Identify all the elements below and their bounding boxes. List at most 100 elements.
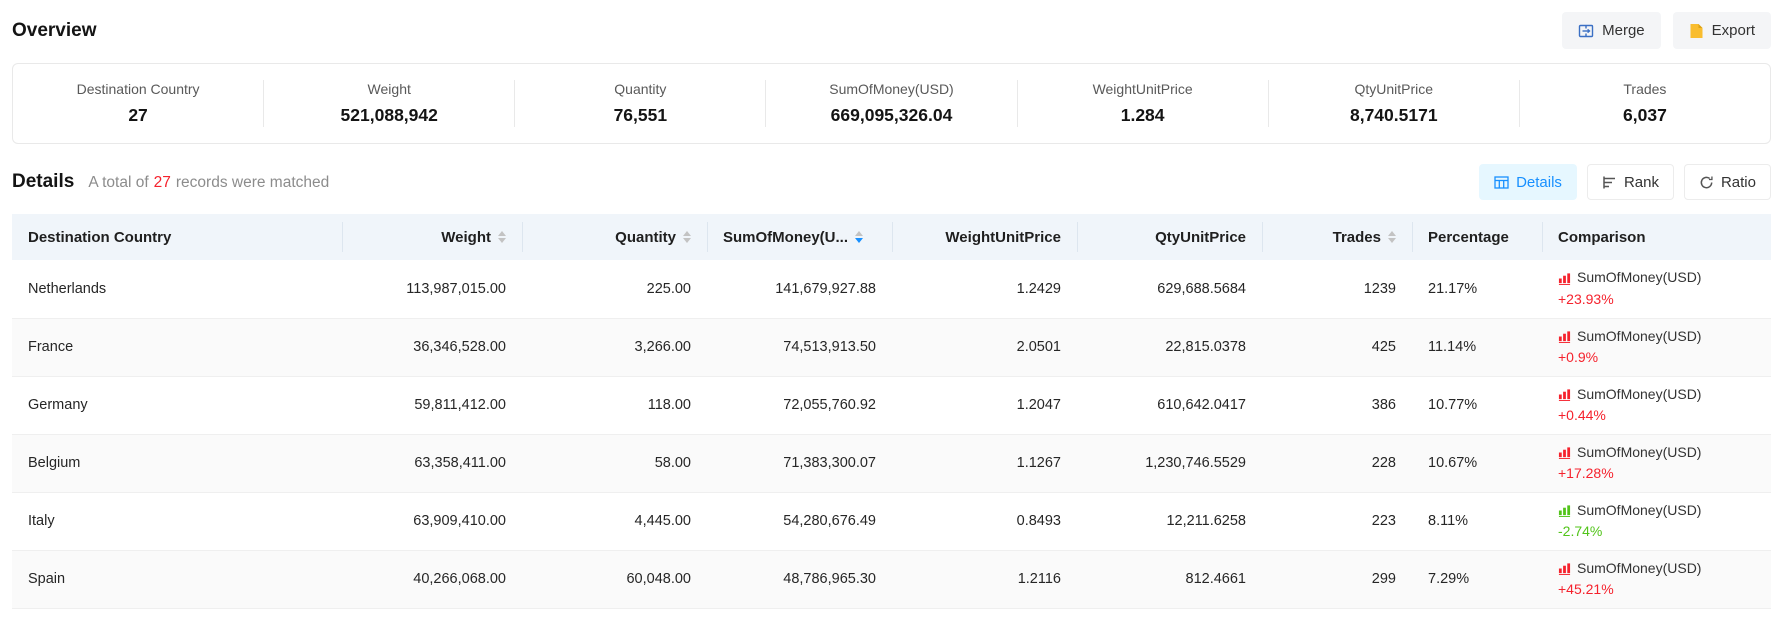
stat-label: Destination Country	[76, 81, 200, 97]
details-title: Details	[12, 171, 75, 192]
details-bar: Details A total of 27 records were matched…	[12, 164, 1771, 200]
cell-quantity: 3,266.00	[522, 318, 707, 377]
cell-sum-of-money: 48,786,965.30	[707, 550, 892, 609]
details-summary: A total of 27 records were matched	[88, 174, 330, 191]
table-row[interactable]: Germany 59,811,412.00 118.00 72,055,760.…	[12, 376, 1771, 435]
stat-value: 521,088,942	[340, 105, 438, 125]
cell-weight: 113,987,015.00	[342, 260, 522, 319]
sort-caret-icon[interactable]	[498, 231, 506, 243]
view-button-label: Details	[1516, 173, 1562, 191]
cell-weight-unit-price: 1.2047	[892, 376, 1077, 435]
cell-percentage: 10.67%	[1412, 434, 1542, 493]
column-header-quantity[interactable]: Quantity	[522, 214, 707, 260]
cell-trades: 223	[1262, 492, 1412, 551]
stat-sum-of-money: SumOfMoney(USD) 669,095,326.04	[766, 80, 1018, 127]
sort-caret-icon[interactable]	[683, 231, 691, 243]
merge-button[interactable]: Merge	[1562, 12, 1661, 49]
export-button[interactable]: Export	[1672, 12, 1771, 49]
cell-sum-of-money: 71,383,300.07	[707, 434, 892, 493]
stat-qty-unit-price: QtyUnitPrice 8,740.5171	[1269, 80, 1520, 127]
table-row[interactable]: Belgium 63,358,411.00 58.00 71,383,300.0…	[12, 434, 1771, 493]
cell-destination-country: Netherlands	[12, 260, 342, 319]
bar-chart-icon	[1558, 388, 1571, 401]
column-header-percentage: Percentage	[1412, 214, 1542, 260]
matched-count: 27	[153, 174, 171, 191]
comparison-change: +45.21%	[1558, 581, 1614, 597]
cell-sum-of-money: 74,513,913.50	[707, 318, 892, 377]
cell-destination-country: Italy	[12, 492, 342, 551]
cell-weight-unit-price: 0.8493	[892, 492, 1077, 551]
table-row[interactable]: Spain 40,266,068.00 60,048.00 48,786,965…	[12, 550, 1771, 609]
column-header-weight-unit-price: WeightUnitPrice	[892, 214, 1077, 260]
bar-chart-icon	[1558, 446, 1571, 459]
stat-label: WeightUnitPrice	[1092, 81, 1193, 97]
cell-sum-of-money: 54,280,676.49	[707, 492, 892, 551]
stat-label: Quantity	[614, 81, 667, 97]
export-button-label: Export	[1711, 22, 1755, 39]
cell-comparison: SumOfMoney(USD) +45.21%	[1542, 550, 1771, 609]
comparison-metric-label: SumOfMoney(USD)	[1577, 327, 1702, 344]
table-row[interactable]: Netherlands 113,987,015.00 225.00 141,67…	[12, 260, 1771, 319]
cell-quantity: 118.00	[522, 376, 707, 435]
comparison-metric-label: SumOfMoney(USD)	[1577, 385, 1702, 402]
cell-qty-unit-price: 610,642.0417	[1077, 376, 1262, 435]
cell-weight-unit-price: 2.0501	[892, 318, 1077, 377]
comparison-change: -2.74%	[1558, 523, 1603, 539]
cell-comparison: SumOfMoney(USD) -2.74%	[1542, 492, 1771, 551]
overview-stats: Destination Country 27 Weight 521,088,94…	[12, 63, 1771, 144]
column-header-trades[interactable]: Trades	[1262, 214, 1412, 260]
view-button-label: Rank	[1623, 173, 1659, 191]
bar-chart-icon	[1558, 330, 1571, 343]
column-header-comparison: Comparison	[1542, 214, 1771, 260]
comparison-change: +0.9%	[1558, 349, 1599, 365]
stat-value: 76,551	[613, 105, 668, 125]
column-header-weight[interactable]: Weight	[342, 214, 522, 260]
stat-destination-country: Destination Country 27	[13, 80, 265, 127]
table-row[interactable]: France 36,346,528.00 3,266.00 74,513,913…	[12, 318, 1771, 377]
sort-caret-icon[interactable]	[1388, 231, 1396, 243]
cell-trades: 1239	[1262, 260, 1412, 319]
view-button-label: Ratio	[1720, 173, 1756, 191]
cell-quantity: 4,445.00	[522, 492, 707, 551]
stat-weight: Weight 521,088,942	[264, 80, 516, 127]
cell-weight: 59,811,412.00	[342, 376, 522, 435]
table-icon	[1494, 175, 1509, 190]
comparison-metric-label: SumOfMoney(USD)	[1577, 269, 1702, 286]
cell-weight: 63,909,410.00	[342, 492, 522, 551]
cell-trades: 299	[1262, 550, 1412, 609]
cell-destination-country: Belgium	[12, 434, 342, 493]
stat-value: 8,740.5171	[1349, 105, 1438, 125]
cell-comparison: SumOfMoney(USD) +23.93%	[1542, 260, 1771, 319]
cell-quantity: 225.00	[522, 260, 707, 319]
cell-destination-country: Spain	[12, 550, 342, 609]
cell-comparison: SumOfMoney(USD) +0.9%	[1542, 318, 1771, 377]
column-header-sum-of-money[interactable]: SumOfMoney(U...	[707, 214, 892, 260]
cell-qty-unit-price: 12,211.6258	[1077, 492, 1262, 551]
cell-percentage: 8.11%	[1412, 492, 1542, 551]
comparison-change: +17.28%	[1558, 465, 1614, 481]
cell-percentage: 11.14%	[1412, 318, 1542, 377]
cell-percentage: 7.29%	[1412, 550, 1542, 609]
column-header-destination-country: Destination Country	[12, 214, 342, 260]
bar-chart-icon	[1558, 272, 1571, 285]
cell-sum-of-money: 141,679,927.88	[707, 260, 892, 319]
sort-caret-icon[interactable]	[855, 231, 864, 243]
view-button-details[interactable]: Details	[1479, 164, 1577, 200]
cell-weight: 36,346,528.00	[342, 318, 522, 377]
stat-trades: Trades 6,037	[1520, 80, 1770, 127]
details-heading: Details A total of 27 records were matched	[12, 171, 329, 193]
comparison-metric-label: SumOfMoney(USD)	[1577, 443, 1702, 460]
data-table: Destination Country Weight Quantity SumO…	[12, 214, 1771, 609]
view-button-ratio[interactable]: Ratio	[1683, 164, 1771, 200]
cell-qty-unit-price: 812.4661	[1077, 550, 1262, 609]
cell-quantity: 58.00	[522, 434, 707, 493]
comparison-change: +23.93%	[1558, 290, 1614, 307]
cell-trades: 228	[1262, 434, 1412, 493]
view-button-rank[interactable]: Rank	[1586, 164, 1674, 200]
stat-value: 1.284	[1120, 105, 1165, 125]
table-row[interactable]: Italy 63,909,410.00 4,445.00 54,280,676.…	[12, 492, 1771, 551]
cell-weight: 40,266,068.00	[342, 550, 522, 609]
stat-value: 27	[128, 105, 148, 125]
cell-percentage: 21.17%	[1412, 260, 1542, 319]
stat-label: Trades	[1623, 81, 1667, 97]
